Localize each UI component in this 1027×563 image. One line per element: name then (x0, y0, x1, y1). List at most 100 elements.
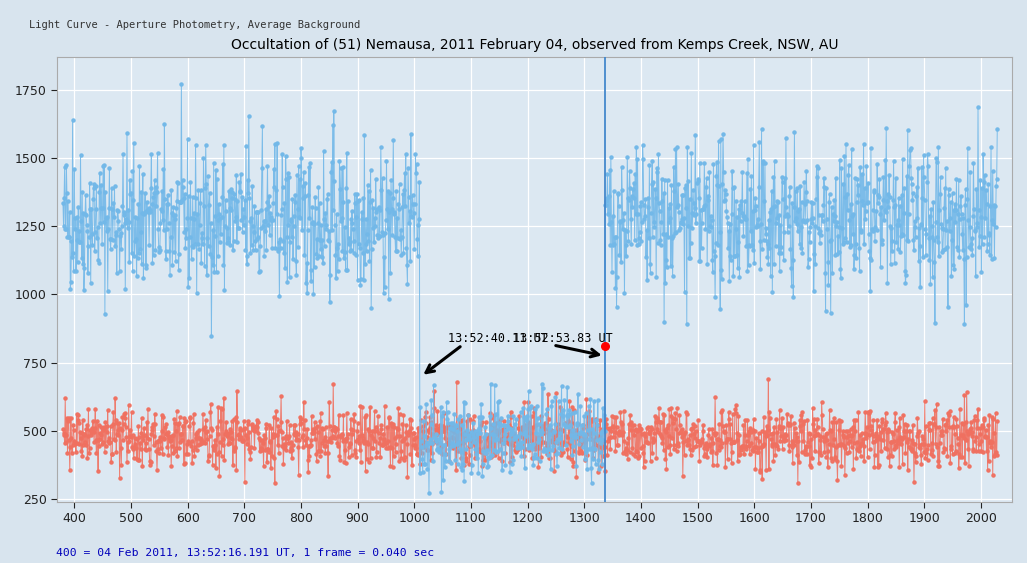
Point (348, 437, 365, 446)
Point (792, 240, 808, 249)
Point (143, 150, 159, 159)
Point (299, 258, 315, 267)
Point (587, 415, 604, 425)
Point (784, 282, 800, 291)
Point (147, 175, 163, 184)
Point (318, 224, 335, 233)
Point (680, 177, 696, 186)
Point (773, 242, 790, 251)
Point (383, 176, 400, 185)
Point (527, 445, 543, 454)
Point (185, 242, 201, 251)
Point (472, 399, 489, 408)
Point (660, 204, 677, 213)
Point (886, 258, 903, 267)
Point (370, 411, 386, 420)
Point (502, 425, 519, 434)
Point (745, 446, 761, 455)
Point (711, 446, 727, 455)
Point (543, 437, 560, 446)
Point (493, 434, 509, 443)
Point (295, 443, 311, 452)
Point (772, 423, 789, 432)
Point (949, 434, 965, 443)
Point (291, 161, 307, 170)
Point (749, 434, 765, 443)
Point (329, 209, 345, 218)
Point (651, 207, 668, 216)
Point (76, 430, 92, 439)
Point (527, 441, 543, 450)
Point (572, 430, 588, 439)
Point (524, 444, 540, 453)
Point (897, 427, 913, 436)
Point (202, 249, 219, 258)
Point (888, 221, 905, 230)
Point (130, 432, 147, 441)
Point (965, 159, 982, 168)
Point (86, 423, 103, 432)
Point (251, 417, 267, 426)
Point (630, 454, 646, 463)
Point (668, 144, 684, 153)
Point (904, 435, 920, 444)
Point (641, 234, 657, 243)
Point (254, 436, 270, 445)
Point (488, 410, 504, 419)
Point (351, 243, 368, 252)
Point (945, 261, 961, 270)
Point (64, 434, 80, 443)
Point (837, 471, 853, 480)
Point (392, 234, 409, 243)
Point (788, 186, 804, 195)
Point (553, 403, 569, 412)
Point (786, 203, 802, 212)
Point (439, 423, 455, 432)
Point (461, 430, 478, 439)
Point (369, 448, 385, 457)
Point (538, 443, 555, 452)
Point (119, 437, 136, 446)
Point (262, 208, 278, 217)
Point (749, 221, 765, 230)
Point (496, 439, 512, 448)
Point (482, 408, 498, 417)
Point (146, 251, 162, 260)
Point (70, 203, 86, 212)
Point (573, 428, 589, 437)
Point (532, 457, 548, 466)
Point (989, 124, 1005, 133)
Point (956, 433, 973, 442)
Point (431, 448, 448, 457)
Point (132, 445, 149, 454)
Point (702, 222, 719, 231)
Point (957, 184, 974, 193)
Point (891, 202, 908, 211)
Point (59, 160, 75, 169)
Point (632, 227, 648, 236)
Point (423, 418, 440, 427)
Point (634, 430, 650, 439)
Point (423, 395, 440, 404)
Point (433, 442, 450, 451)
Point (855, 456, 872, 465)
Point (966, 225, 983, 234)
Point (540, 415, 557, 424)
Point (73, 447, 89, 456)
Point (892, 440, 909, 449)
Point (271, 292, 288, 301)
Point (233, 170, 250, 179)
Point (901, 443, 917, 452)
Point (200, 450, 217, 459)
Point (626, 235, 643, 244)
Point (365, 427, 381, 436)
Point (220, 439, 236, 448)
Point (524, 412, 540, 421)
Point (498, 434, 515, 443)
Point (432, 443, 449, 452)
Point (716, 196, 732, 205)
Point (615, 427, 632, 436)
Point (463, 436, 480, 445)
Point (332, 185, 348, 194)
Point (148, 182, 164, 191)
